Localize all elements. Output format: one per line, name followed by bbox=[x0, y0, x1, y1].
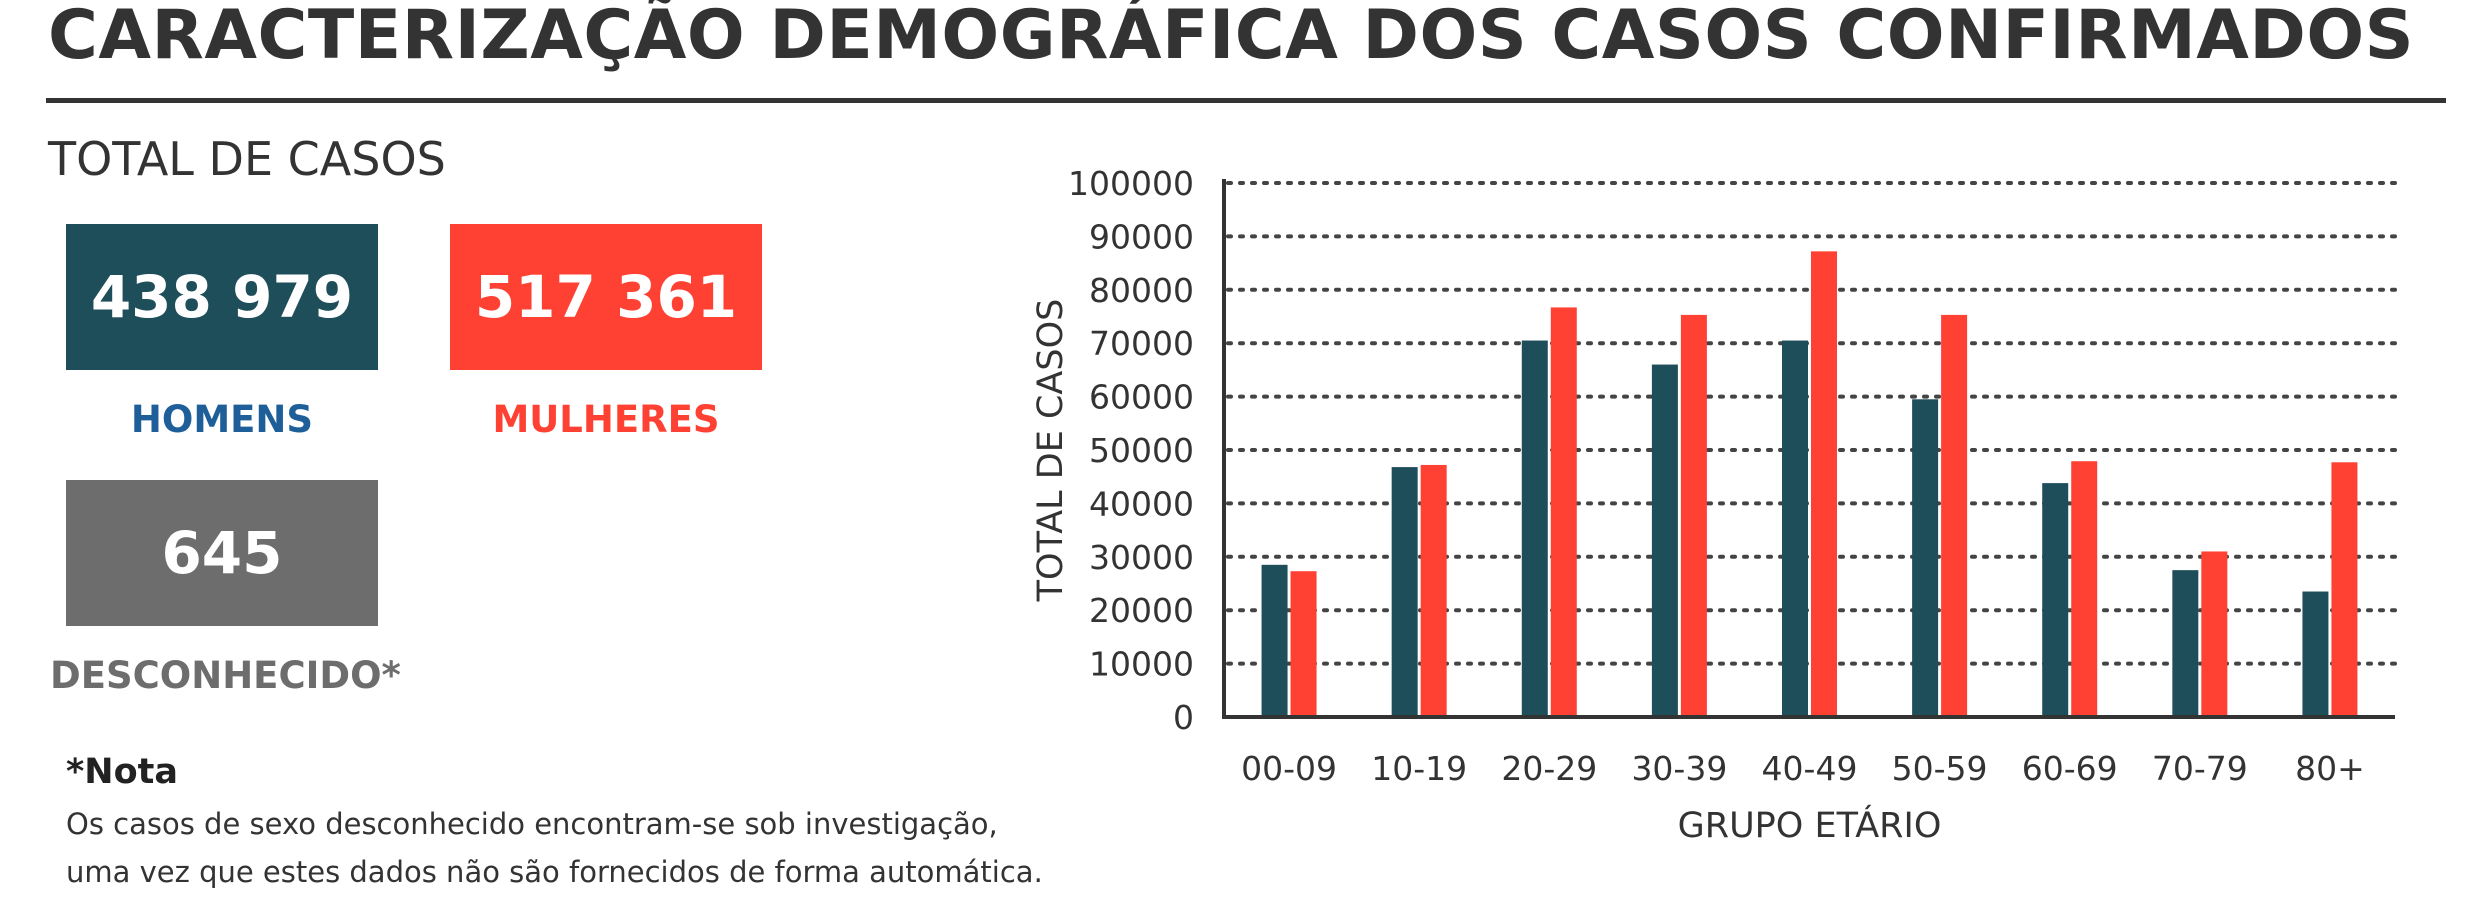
men-label: HOMENS bbox=[130, 398, 314, 441]
bar-women bbox=[2201, 551, 2228, 717]
y-tick-label: 50000 bbox=[1089, 431, 1194, 470]
bar-men bbox=[1651, 364, 1678, 717]
note-line-1: Os casos de sexo desconhecido encontram-… bbox=[66, 807, 998, 841]
bar-men bbox=[1391, 467, 1418, 717]
bar-women bbox=[1811, 251, 1837, 717]
bar-men bbox=[2302, 591, 2329, 717]
y-tick-label: 40000 bbox=[1089, 484, 1194, 523]
y-tick-label: 60000 bbox=[1089, 378, 1194, 417]
total-cases-heading: TOTAL DE CASOS bbox=[48, 132, 446, 186]
y-tick-label: 20000 bbox=[1089, 591, 1194, 630]
y-tick-label: 0 bbox=[1173, 698, 1194, 737]
y-tick-label: 100000 bbox=[1068, 164, 1194, 203]
bar-men bbox=[1782, 340, 1808, 717]
x-tick-label: 30-39 bbox=[1631, 749, 1727, 788]
bar-women bbox=[1290, 571, 1317, 717]
bar-men bbox=[2172, 570, 2199, 717]
x-tick-label: 10-19 bbox=[1371, 749, 1467, 788]
x-tick-label: 00-09 bbox=[1241, 749, 1337, 788]
y-tick-label: 30000 bbox=[1089, 538, 1194, 577]
men-total-value: 438 979 bbox=[90, 263, 354, 331]
bar-women bbox=[1420, 464, 1447, 717]
chart-labels: 0 10000 20000 30000 40000 50000 60000 70000 8000… bbox=[1031, 164, 2365, 846]
unknown-label: DESCONHECIDO* bbox=[50, 654, 401, 697]
bar-men bbox=[1261, 564, 1288, 717]
unknown-total-box: 645 bbox=[66, 480, 378, 626]
bar-men bbox=[2042, 483, 2069, 717]
women-total-value: 517 361 bbox=[474, 263, 738, 331]
men-total-box: 438 979 bbox=[66, 224, 378, 370]
bar-women bbox=[1550, 307, 1577, 717]
y-axis-title: TOTAL DE CASOS bbox=[1031, 299, 1071, 603]
bar-women bbox=[1941, 314, 1968, 717]
chart-axes bbox=[1222, 179, 2395, 719]
x-tick-label: 60-69 bbox=[2022, 749, 2118, 788]
y-tick-label: 70000 bbox=[1089, 324, 1194, 363]
women-total-box: 517 361 bbox=[450, 224, 762, 370]
title-divider bbox=[46, 98, 2446, 103]
chart-svg: 0 10000 20000 30000 40000 50000 60000 70000 8000… bbox=[1031, 164, 2397, 846]
note-text: Os casos de sexo desconhecido encontram-… bbox=[66, 800, 1066, 896]
x-tick-label: 40-49 bbox=[1762, 749, 1858, 788]
y-tick-label: 10000 bbox=[1089, 645, 1194, 684]
unknown-total-value: 645 bbox=[161, 519, 283, 587]
x-tick-label: 80+ bbox=[2295, 749, 2365, 788]
bar-women bbox=[1680, 314, 1707, 717]
chart-bars bbox=[1261, 251, 2358, 717]
age-group-bar-chart: 0 10000 20000 30000 40000 50000 60000 70000 8000… bbox=[1000, 150, 2420, 870]
note-line-2: uma vez que estes dados não são fornecid… bbox=[66, 855, 1043, 889]
bar-women bbox=[2331, 462, 2358, 717]
x-axis-title: GRUPO ETÁRIO bbox=[1678, 804, 1942, 846]
bar-men bbox=[1912, 399, 1939, 717]
bar-men bbox=[1521, 340, 1548, 717]
x-tick-label: 20-29 bbox=[1501, 749, 1597, 788]
bar-women bbox=[2071, 461, 2098, 717]
y-tick-label: 80000 bbox=[1089, 271, 1194, 310]
x-tick-label: 50-59 bbox=[1892, 749, 1988, 788]
y-tick-label: 90000 bbox=[1089, 217, 1194, 256]
page-title: CARACTERIZAÇÃO DEMOGRÁFICA DOS CASOS CON… bbox=[48, 0, 2415, 75]
x-tick-label: 70-79 bbox=[2152, 749, 2248, 788]
note-title: *Nota bbox=[66, 752, 178, 792]
women-label: MULHERES bbox=[492, 398, 720, 441]
